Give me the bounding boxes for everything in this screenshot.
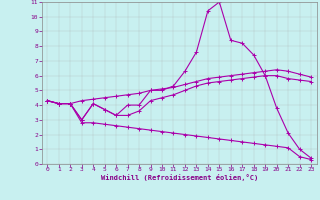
X-axis label: Windchill (Refroidissement éolien,°C): Windchill (Refroidissement éolien,°C) — [100, 174, 258, 181]
